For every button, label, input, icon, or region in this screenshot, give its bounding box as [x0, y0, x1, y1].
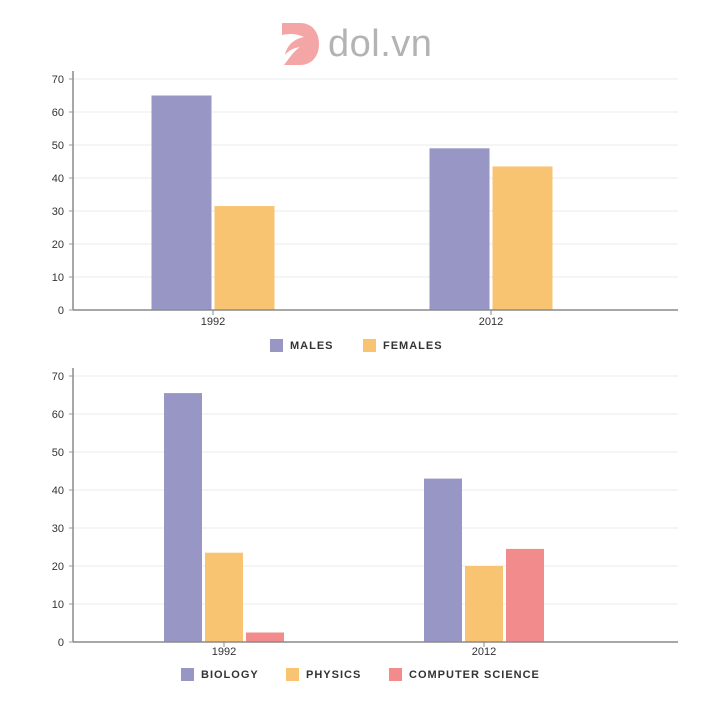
y-tick-label: 30 — [52, 206, 64, 218]
axes — [72, 368, 678, 643]
y-tick-label: 50 — [52, 140, 64, 152]
bars — [151, 95, 553, 310]
bar-physics-2012 — [465, 566, 503, 642]
x-tick-label: 1992 — [212, 646, 236, 658]
bar-computer-science-1992 — [246, 632, 284, 642]
x-axis-ticks: 1992 2012 — [201, 310, 503, 328]
y-tick-label: 30 — [52, 523, 64, 535]
bar-computer-science-2012 — [506, 548, 544, 642]
legend-label: FEMALES — [383, 340, 443, 352]
legend-swatch — [270, 339, 283, 352]
legend-label: MALES — [290, 340, 334, 352]
y-tick-label: 10 — [52, 272, 64, 284]
legend-swatch — [181, 668, 194, 681]
legend-item-females: FEMALES — [363, 339, 443, 352]
y-tick-label: 70 — [52, 371, 64, 383]
x-tick-label: 2012 — [479, 316, 503, 328]
bar-physics-1992 — [205, 552, 243, 642]
bar-females-1992 — [214, 206, 275, 310]
axes — [72, 71, 678, 311]
legend: BIOLOGY PHYSICS COMPUTER SCIENCE — [181, 668, 540, 681]
y-tick-label: 40 — [52, 485, 64, 497]
chart-gender: 0 10 20 30 40 50 60 70 1992 2012 MALES FEMALES — [52, 71, 678, 352]
legend-item-physics: PHYSICS — [286, 668, 361, 681]
legend-item-males: MALES — [270, 339, 334, 352]
y-tick-label: 10 — [52, 599, 64, 611]
dol-logo-icon — [282, 23, 319, 65]
y-tick-label: 20 — [52, 239, 64, 251]
y-tick-label: 60 — [52, 409, 64, 421]
legend-swatch — [363, 339, 376, 352]
bar-biology-1992 — [164, 393, 202, 642]
bar-males-2012 — [429, 148, 490, 310]
gridlines — [73, 375, 678, 605]
dol-logo: dol.vn — [280, 20, 432, 68]
bars — [164, 393, 544, 642]
bar-biology-2012 — [424, 478, 462, 642]
x-tick-label: 2012 — [472, 646, 496, 658]
bar-females-2012 — [492, 166, 553, 310]
legend-swatch — [389, 668, 402, 681]
legend: MALES FEMALES — [270, 339, 443, 352]
legend-label: BIOLOGY — [201, 669, 259, 681]
x-axis-ticks: 1992 2012 — [212, 642, 496, 658]
legend-item-computer-science: COMPUTER SCIENCE — [389, 668, 540, 681]
legend-swatch — [286, 668, 299, 681]
y-tick-label: 0 — [58, 637, 64, 649]
y-tick-label: 0 — [58, 305, 64, 317]
legend-item-biology: BIOLOGY — [181, 668, 259, 681]
legend-label: PHYSICS — [306, 669, 361, 681]
y-tick-label: 20 — [52, 561, 64, 573]
y-tick-label: 70 — [52, 74, 64, 86]
y-tick-label: 60 — [52, 107, 64, 119]
x-tick-label: 1992 — [201, 316, 225, 328]
y-axis-ticks: 0 10 20 30 40 50 60 70 — [52, 74, 73, 317]
legend-label: COMPUTER SCIENCE — [409, 669, 540, 681]
logo-text: dol.vn — [328, 23, 433, 65]
y-tick-label: 40 — [52, 173, 64, 185]
bar-males-1992 — [151, 95, 212, 310]
y-axis-ticks: 0 10 20 30 40 50 60 70 — [52, 371, 73, 649]
y-tick-label: 50 — [52, 447, 64, 459]
